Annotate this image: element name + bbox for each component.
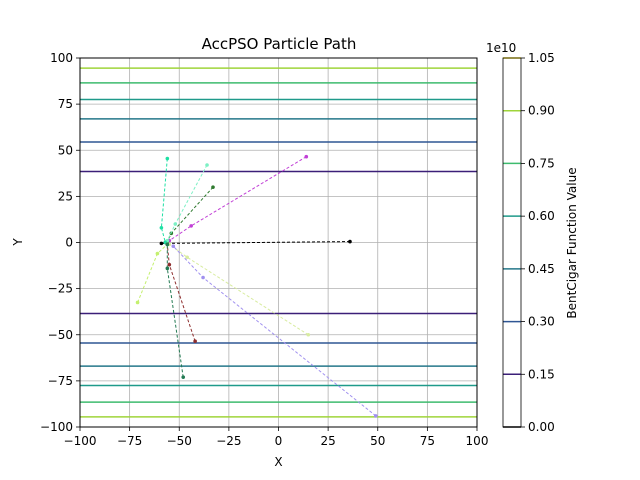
x-tick-label-3: −25 bbox=[216, 434, 241, 448]
y-tick-label-6: 50 bbox=[58, 143, 73, 157]
particle-path-7 bbox=[172, 245, 377, 417]
y-tick-label-4: 0 bbox=[65, 236, 73, 250]
y-tick-label-8: 100 bbox=[50, 51, 73, 65]
colorbar-tick-label-0: 0.00 bbox=[528, 420, 555, 434]
x-tick-label-0: −100 bbox=[64, 434, 97, 448]
colorbar-multiplier: 1e10 bbox=[486, 41, 516, 55]
particle-point-8-0 bbox=[193, 339, 197, 344]
particle-point-7-0 bbox=[373, 414, 378, 418]
y-axis-ticks: −100 −75 −50 −25 0 25 50 75 100 bbox=[40, 51, 80, 434]
y-tick-label-5: 25 bbox=[58, 189, 73, 203]
y-tick-label-3: −25 bbox=[48, 282, 73, 296]
particle-path-2 bbox=[166, 186, 214, 242]
particle-point-2-0 bbox=[211, 185, 215, 189]
y-tick-label-2: −50 bbox=[48, 328, 73, 342]
particle-point-9-2 bbox=[165, 242, 170, 247]
colorbar-tick-label-3: 0.45 bbox=[528, 262, 555, 276]
colorbar-frame bbox=[502, 57, 522, 428]
x-tick-label-5: 25 bbox=[320, 434, 335, 448]
chart-title: AccPSO Particle Path bbox=[202, 35, 357, 53]
particle-point-6-1 bbox=[185, 255, 189, 260]
particle-point-5-1 bbox=[155, 251, 160, 256]
y-tick-label-0: −100 bbox=[40, 420, 73, 434]
particle-paths bbox=[135, 154, 378, 418]
particle-point-7-1 bbox=[201, 275, 205, 280]
particle-point-4-0 bbox=[165, 156, 170, 161]
particle-path-5 bbox=[137, 243, 168, 303]
colorbar-label: BentCigar Function Value bbox=[565, 167, 579, 318]
colorbar-tick-label-6: 0.90 bbox=[528, 104, 555, 118]
particle-path-1 bbox=[169, 156, 307, 242]
colorbar-body bbox=[503, 58, 521, 427]
particle-point-1-0 bbox=[304, 154, 309, 159]
colorbar-tick-label-7: 1.05 bbox=[528, 51, 555, 65]
x-tick-label-4: 0 bbox=[275, 434, 283, 448]
x-axis-ticks: −100 −75 −50 −25 0 25 50 75 100 bbox=[64, 427, 489, 448]
colorbar-tick-label-5: 0.75 bbox=[528, 156, 555, 170]
particle-point-3-0 bbox=[205, 163, 209, 167]
particle-point-4-1 bbox=[159, 225, 164, 230]
y-tick-label-1: −75 bbox=[48, 374, 73, 388]
particle-point-8-1 bbox=[167, 262, 172, 267]
x-axis-label: X bbox=[274, 455, 282, 469]
particle-point-0-0 bbox=[348, 239, 352, 244]
colorbar: 0.00 0.15 0.30 0.45 0.60 0.75 0.90 1.05 bbox=[502, 51, 555, 434]
particle-path-3 bbox=[166, 164, 208, 241]
particle-point-3-1 bbox=[173, 222, 178, 226]
particle-path-8 bbox=[166, 244, 196, 342]
colorbar-tick-label-1: 0.15 bbox=[528, 367, 555, 381]
particle-point-1-1 bbox=[189, 224, 193, 228]
particle-point-0-1 bbox=[159, 241, 164, 246]
x-tick-label-6: 50 bbox=[370, 434, 385, 448]
colorbar-tick-label-4: 0.60 bbox=[528, 209, 555, 223]
particle-point-6-0 bbox=[306, 332, 311, 337]
x-tick-label-7: 75 bbox=[420, 434, 435, 448]
particle-point-9-1 bbox=[165, 266, 170, 271]
particle-point-7-2 bbox=[171, 244, 176, 248]
colorbar-tick-label-2: 0.30 bbox=[528, 315, 555, 329]
contour-lines bbox=[80, 67, 477, 418]
y-axis-label: Y bbox=[11, 238, 25, 247]
y-tick-label-7: 75 bbox=[58, 97, 73, 111]
particle-point-9-0 bbox=[181, 375, 186, 379]
x-tick-label-8: 100 bbox=[466, 434, 489, 448]
particle-path-6 bbox=[169, 243, 309, 336]
particle-point-5-0 bbox=[135, 300, 140, 305]
x-tick-label-1: −75 bbox=[117, 434, 142, 448]
x-tick-label-2: −50 bbox=[167, 434, 192, 448]
